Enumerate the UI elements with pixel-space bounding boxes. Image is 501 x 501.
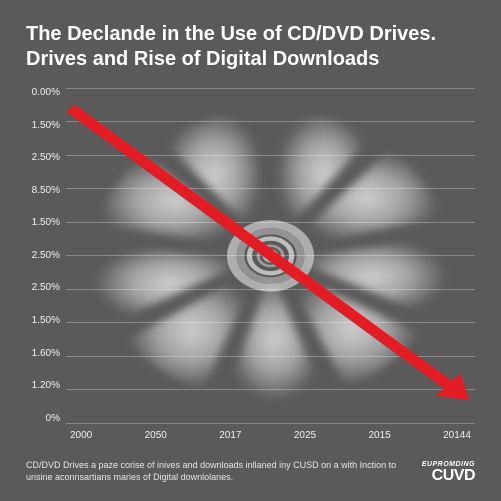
brand-bottom-text: CUVD (422, 469, 475, 483)
y-tick: 1.60% (32, 349, 60, 359)
x-tick: 2025 (294, 430, 316, 441)
y-tick: 1.50% (32, 316, 60, 326)
y-tick: 2.50% (32, 251, 60, 261)
y-tick: 8.50% (32, 186, 60, 196)
decline-arrow (66, 88, 475, 424)
y-tick: 1.50% (32, 218, 60, 228)
chart-area: 0.00% 1.50% 2.50% 8.50% 1.50% 2.50% 2.50… (26, 88, 475, 424)
y-tick: 1.50% (32, 121, 60, 131)
y-tick: 2.50% (32, 153, 60, 163)
x-tick: 20144 (443, 430, 471, 441)
x-axis-labels: 2000 2050 2017 2025 2015 20144 (66, 430, 475, 441)
y-tick: 0% (46, 414, 60, 424)
y-tick: 1.20% (32, 381, 60, 391)
y-tick: 2.50% (32, 283, 60, 293)
x-axis-row: 2000 2050 2017 2025 2015 20144 (26, 430, 475, 441)
footer: CD/DVD Drives a paze corise of inives an… (26, 459, 475, 483)
infographic-container: The Declande in the Use of CD/DVD Drives… (0, 0, 501, 501)
x-tick: 2015 (369, 430, 391, 441)
brand-logo: EUPROMDING CUVD (422, 462, 475, 483)
y-axis-labels: 0.00% 1.50% 2.50% 8.50% 1.50% 2.50% 2.50… (26, 88, 66, 424)
caption-text: CD/DVD Drives a paze corise of inives an… (26, 459, 406, 483)
page-title: The Declande in the Use of CD/DVD Drives… (26, 22, 475, 72)
y-tick: 0.00% (32, 88, 60, 98)
plot-region (66, 88, 475, 424)
x-tick: 2017 (219, 430, 241, 441)
x-tick: 2050 (145, 430, 167, 441)
x-tick: 2000 (70, 430, 92, 441)
